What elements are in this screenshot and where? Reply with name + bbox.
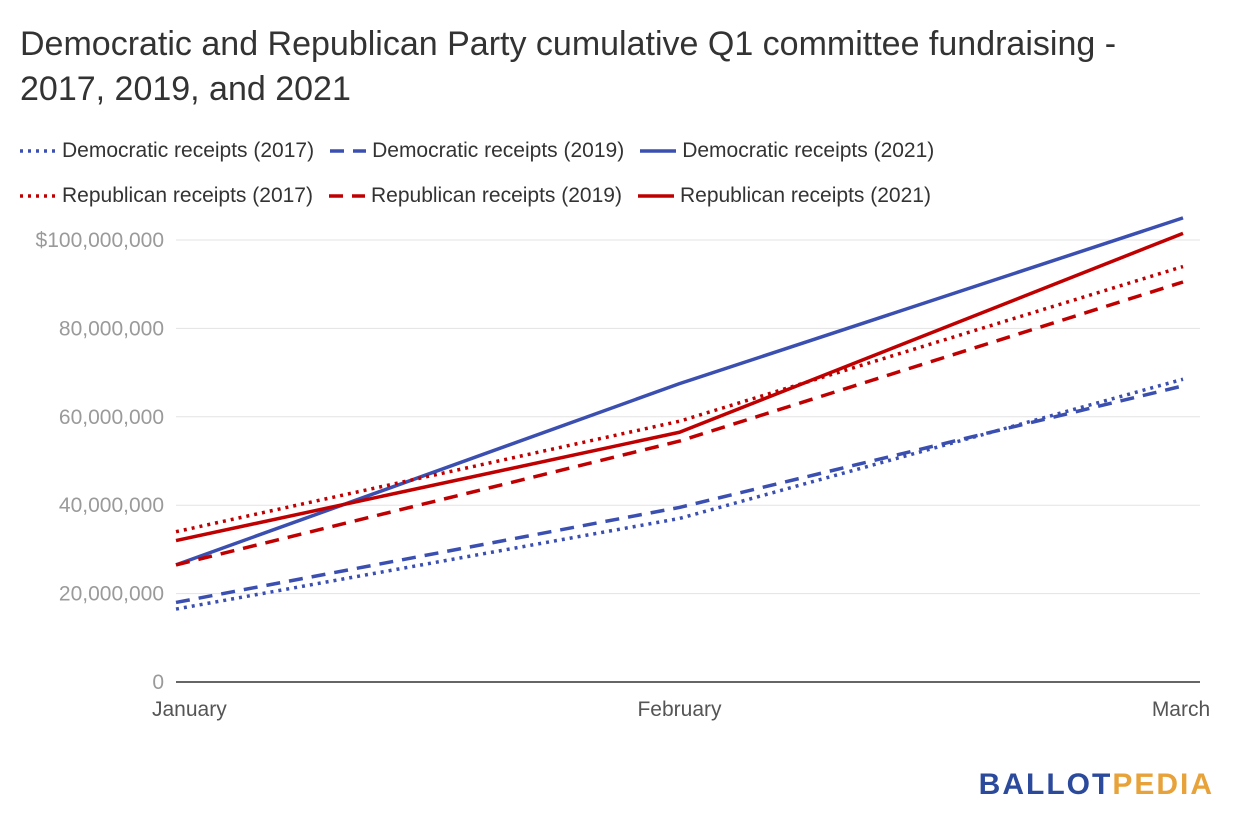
legend-item-dem-2019: Democratic receipts (2019) xyxy=(328,139,624,163)
legend-label-dem-2019: Democratic receipts (2019) xyxy=(372,138,625,162)
legend-item-rep-2019: Republican receipts (2019) xyxy=(327,184,622,208)
legend-swatch-rep-2019 xyxy=(328,193,365,198)
y-tick-label-2: 40,000,000 xyxy=(59,494,164,517)
logo-ballot-text: BALLOT xyxy=(978,768,1113,801)
series-line-3 xyxy=(175,264,1184,534)
legend-item-rep-2017: Republican receipts (2017) xyxy=(18,184,313,208)
legend-swatch-rep-2021 xyxy=(637,193,674,198)
legend-swatch-rep-2017 xyxy=(20,193,56,198)
legend-label-dem-2021: Democratic receipts (2021) xyxy=(682,138,935,162)
legend-row-republican: Republican receipts (2017) Republican re… xyxy=(18,173,1218,218)
y-tick-label-4: 80,000,000 xyxy=(59,317,164,340)
y-tick-label-5: $100,000,000 xyxy=(36,229,164,252)
legend-swatch-dem-2017 xyxy=(20,148,56,153)
legend-row-democratic: Democratic receipts (2017) Democratic re… xyxy=(18,128,1218,173)
series-line-1 xyxy=(175,384,1184,605)
series-line-4 xyxy=(175,280,1184,567)
x-tick-label-0: January xyxy=(152,698,227,721)
x-tick-label-2: March xyxy=(1152,698,1210,721)
series-line-0 xyxy=(175,377,1184,611)
legend-label-dem-2017: Democratic receipts (2017) xyxy=(62,138,315,162)
logo-pedia-text: PEDIA xyxy=(1112,768,1214,801)
legend-swatch-dem-2021 xyxy=(640,148,677,153)
series-line-2 xyxy=(175,216,1184,567)
legend-label-rep-2021: Republican receipts (2021) xyxy=(679,183,931,207)
legend-swatch-dem-2019 xyxy=(330,148,367,153)
chart-title: Democratic and Republican Party cumulati… xyxy=(20,25,1117,108)
series-line-5 xyxy=(175,231,1184,543)
y-tick-label-3: 60,000,000 xyxy=(59,406,164,429)
chart-legend: Democratic receipts (2017) Democratic re… xyxy=(18,128,1218,218)
legend-label-rep-2017: Republican receipts (2017) xyxy=(62,183,313,207)
x-tick-label-1: February xyxy=(637,698,722,721)
legend-item-rep-2021: Republican receipts (2021) xyxy=(636,184,931,208)
legend-label-rep-2019: Republican receipts (2019) xyxy=(370,183,622,207)
y-tick-label-1: 20,000,000 xyxy=(59,583,164,606)
legend-item-dem-2021: Democratic receipts (2021) xyxy=(638,139,934,163)
legend-item-dem-2017: Democratic receipts (2017) xyxy=(18,139,314,163)
y-tick-label-0: 0 xyxy=(152,671,164,694)
ballotpedia-logo: BALLOTPEDIA xyxy=(979,768,1214,802)
